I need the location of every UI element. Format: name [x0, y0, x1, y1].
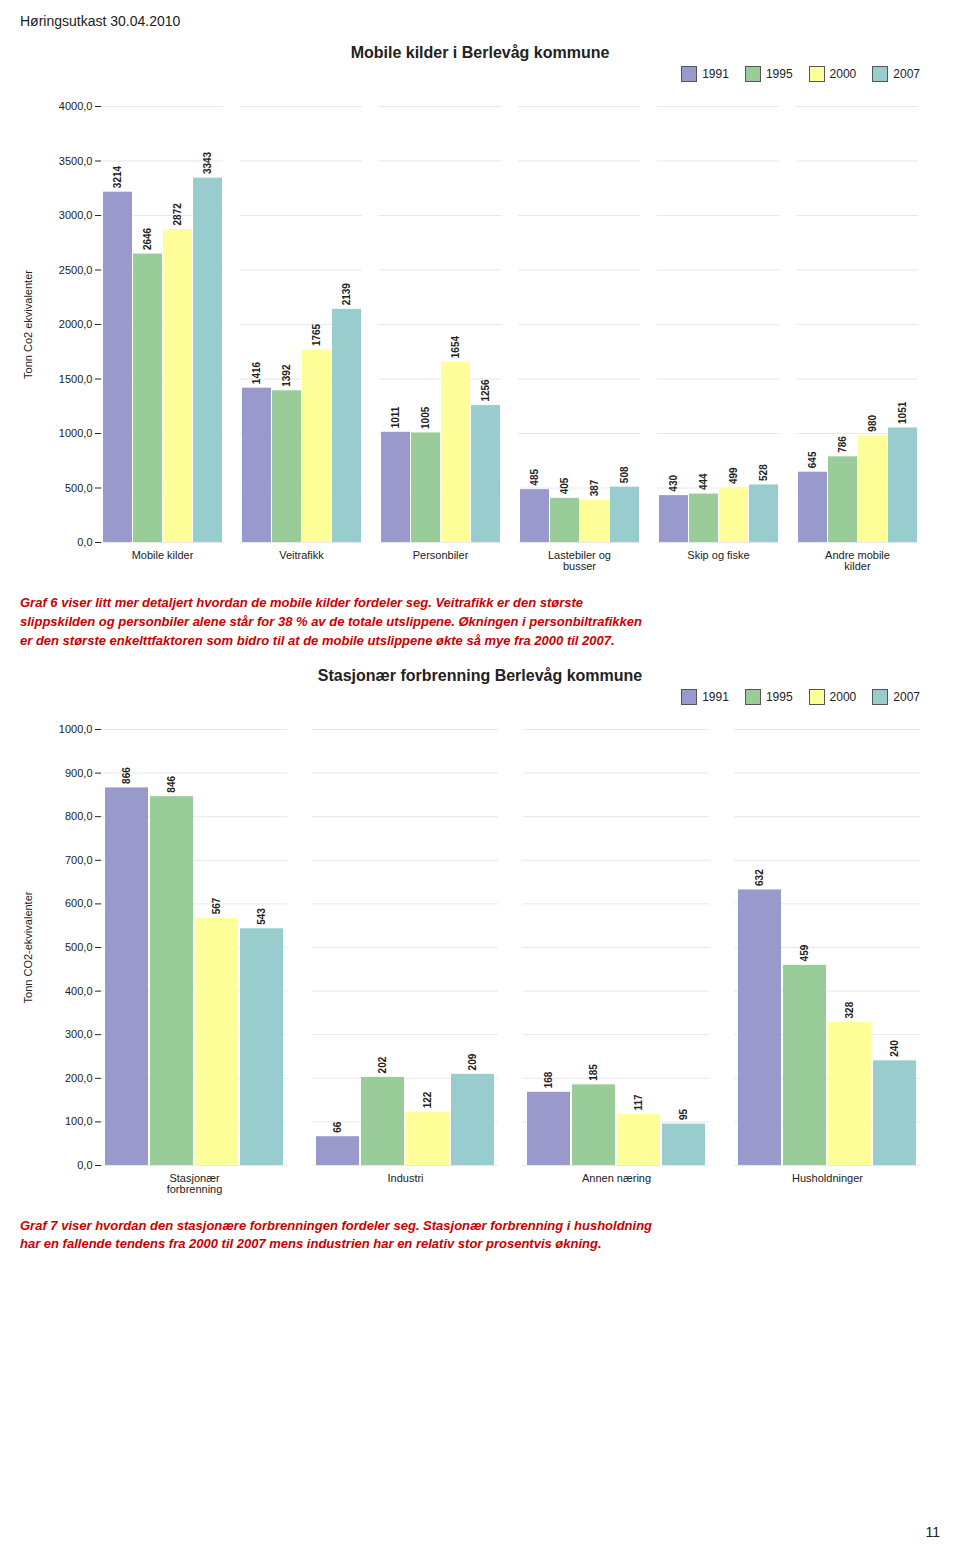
- svg-text:846: 846: [166, 775, 177, 792]
- svg-text:209: 209: [467, 1053, 478, 1070]
- svg-text:Tonn CO2-ekvivalenter: Tonn CO2-ekvivalenter: [22, 891, 34, 1003]
- html-text:2007: 2007: [893, 67, 920, 81]
- svg-text:700,0: 700,0: [65, 853, 93, 865]
- svg-text:Personbiler: Personbiler: [413, 549, 469, 561]
- svg-text:786: 786: [837, 436, 848, 453]
- svg-text:400,0: 400,0: [65, 984, 93, 996]
- svg-text:240: 240: [889, 1039, 900, 1056]
- html-text:1995: 1995: [765, 689, 793, 704]
- svg-text:1051: 1051: [897, 401, 908, 424]
- svg-text:202: 202: [377, 1056, 388, 1073]
- html-text:Graf 7 viser hvordan den stasj: Graf 7 viser hvordan den stasjonære forb…: [20, 1217, 652, 1252]
- html-text:11: 11: [925, 1524, 940, 1540]
- svg-text:2000,0: 2000,0: [59, 318, 93, 330]
- svg-text:430: 430: [668, 475, 679, 492]
- svg-text:66: 66: [332, 1121, 343, 1133]
- svg-text:200,0: 200,0: [65, 1071, 93, 1083]
- svg-text:0,0: 0,0: [77, 536, 92, 548]
- svg-text:1654: 1654: [450, 336, 461, 359]
- svg-text:4000,0: 4000,0: [59, 100, 93, 112]
- svg-text:1000,0: 1000,0: [59, 723, 93, 735]
- svg-text:3343: 3343: [202, 151, 213, 174]
- svg-text:387: 387: [589, 479, 600, 496]
- svg-text:1256: 1256: [480, 379, 491, 402]
- html-text:Graf 6 viser litt mer detaljer: Graf 6 viser litt mer detaljert hvordan …: [20, 595, 642, 648]
- html-text:2007: 2007: [893, 689, 920, 704]
- svg-text:500,0: 500,0: [65, 941, 93, 953]
- svg-text:645: 645: [807, 451, 818, 468]
- html-text:Stasjonær forbrenning Berlevåg: Stasjonær forbrenning Berlevåg kommune: [317, 666, 643, 684]
- svg-text:2500,0: 2500,0: [59, 264, 93, 276]
- svg-text:1416: 1416: [251, 361, 262, 384]
- svg-text:100,0: 100,0: [65, 1115, 93, 1127]
- svg-text:Husholdninger: Husholdninger: [792, 1172, 863, 1184]
- svg-text:117: 117: [633, 1093, 644, 1110]
- html-text:2000: 2000: [829, 67, 857, 81]
- svg-text:2872: 2872: [172, 203, 183, 226]
- svg-text:1765: 1765: [311, 323, 322, 346]
- html-text:Høringsutkast 30.04.2010: Høringsutkast 30.04.2010: [20, 13, 181, 29]
- svg-text:632: 632: [754, 868, 765, 885]
- svg-text:Stasjonærforbrenning: Stasjonærforbrenning: [167, 1172, 223, 1195]
- svg-text:168: 168: [543, 1071, 554, 1088]
- svg-text:444: 444: [698, 473, 709, 490]
- svg-text:1500,0: 1500,0: [59, 373, 93, 385]
- svg-text:1392: 1392: [281, 364, 292, 387]
- svg-text:1011: 1011: [390, 406, 401, 428]
- svg-text:95: 95: [678, 1108, 689, 1120]
- svg-text:980: 980: [867, 415, 878, 432]
- html-text:1991: 1991: [702, 67, 729, 81]
- svg-text:Veitrafikk: Veitrafikk: [279, 549, 324, 561]
- svg-text:866: 866: [121, 766, 132, 783]
- svg-text:800,0: 800,0: [65, 810, 93, 822]
- svg-text:3000,0: 3000,0: [59, 209, 93, 221]
- svg-text:1000,0: 1000,0: [59, 427, 93, 439]
- html-text:1991: 1991: [702, 689, 729, 704]
- svg-text:300,0: 300,0: [65, 1028, 93, 1040]
- svg-text:Mobile kilder: Mobile kilder: [132, 549, 194, 561]
- svg-text:Skip og fiske: Skip og fiske: [687, 549, 749, 561]
- svg-text:Tonn Co2 ekvivalenter: Tonn Co2 ekvivalenter: [22, 270, 34, 379]
- svg-text:900,0: 900,0: [65, 766, 93, 778]
- svg-text:Lastebiler ogbusser: Lastebiler ogbusser: [548, 549, 611, 572]
- svg-text:567: 567: [211, 897, 222, 914]
- svg-text:2646: 2646: [142, 227, 153, 250]
- svg-text:Industri: Industri: [387, 1172, 423, 1184]
- svg-text:508: 508: [619, 466, 630, 483]
- svg-text:600,0: 600,0: [65, 897, 93, 909]
- svg-text:528: 528: [758, 464, 769, 481]
- svg-text:485: 485: [529, 469, 540, 486]
- svg-text:543: 543: [256, 907, 267, 924]
- svg-text:3500,0: 3500,0: [59, 155, 93, 167]
- svg-text:499: 499: [728, 467, 739, 484]
- svg-text:459: 459: [799, 944, 810, 961]
- svg-text:328: 328: [844, 1001, 855, 1018]
- svg-text:Annen næring: Annen næring: [582, 1172, 651, 1184]
- svg-text:500,0: 500,0: [65, 482, 93, 494]
- svg-text:122: 122: [422, 1091, 433, 1108]
- svg-text:185: 185: [588, 1063, 599, 1080]
- html-text:Mobile kilder i Berlevåg kommu: Mobile kilder i Berlevåg kommune: [350, 44, 610, 61]
- svg-text:3214: 3214: [112, 165, 123, 188]
- html-text:2000: 2000: [829, 689, 857, 704]
- svg-text:0,0: 0,0: [77, 1159, 92, 1171]
- svg-text:Andre mobilekilder: Andre mobilekilder: [825, 549, 890, 572]
- svg-text:405: 405: [559, 477, 570, 494]
- html-text:1995: 1995: [765, 67, 793, 81]
- svg-text:1005: 1005: [420, 406, 431, 429]
- svg-text:2139: 2139: [341, 283, 352, 306]
